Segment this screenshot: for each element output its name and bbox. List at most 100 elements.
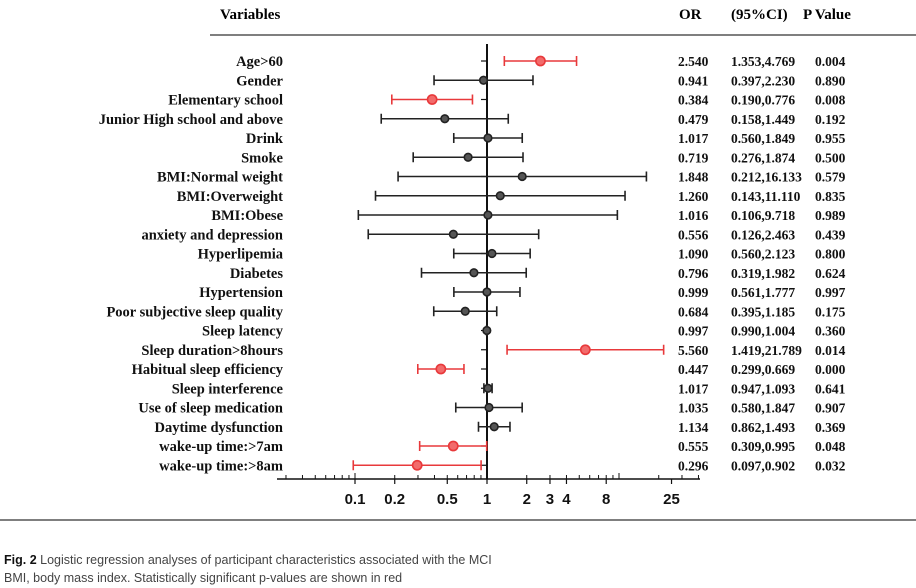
or-value: 5.560 <box>678 343 709 358</box>
ci-value: 0.299,0.669 <box>731 362 795 377</box>
or-value: 1.134 <box>678 420 709 435</box>
p-value: 0.008 <box>815 93 846 108</box>
variable-label: Gender <box>236 73 283 89</box>
or-marker <box>535 55 546 67</box>
p-value: 0.032 <box>815 458 846 473</box>
or-value: 1.016 <box>678 208 709 223</box>
ci-value: 0.947,1.093 <box>731 381 795 396</box>
or-value: 0.684 <box>678 304 709 319</box>
p-value: 0.048 <box>815 439 846 454</box>
ci-value: 0.158,1.449 <box>731 112 795 127</box>
or-value: 0.556 <box>678 227 709 242</box>
p-value: 0.369 <box>815 420 846 435</box>
variable-label: Sleep latency <box>202 324 284 340</box>
or-marker <box>448 229 458 239</box>
ci-value: 0.560,1.849 <box>731 131 795 146</box>
or-marker <box>484 402 494 413</box>
or-value: 0.796 <box>678 266 709 281</box>
ci-value: 0.106,9.718 <box>731 208 795 223</box>
or-value: 2.540 <box>678 54 709 69</box>
x-tick-label: 0.2 <box>384 491 405 508</box>
or-marker <box>495 191 505 201</box>
x-tick-label: 1 <box>483 491 491 508</box>
ci-value: 1.419,21.789 <box>731 343 802 358</box>
variable-label: Elementary school <box>168 93 283 109</box>
ci-value: 0.395,1.185 <box>731 304 795 319</box>
variable-label: wake-up time:>7am <box>159 439 283 455</box>
header-or: OR <box>679 7 702 23</box>
ci-value: 0.580,1.847 <box>731 401 795 416</box>
or-value: 0.719 <box>678 150 709 165</box>
variable-label: BMI:Obese <box>211 208 283 224</box>
ci-value: 0.560,2.123 <box>731 247 795 262</box>
header-ci: (95%CI) <box>731 7 788 23</box>
ci-value: 0.212,16.133 <box>731 170 802 185</box>
ci-value: 0.190,0.776 <box>731 93 795 108</box>
or-marker <box>435 363 447 375</box>
variable-label: Use of sleep medication <box>138 401 283 417</box>
or-value: 0.999 <box>678 285 709 300</box>
or-value: 0.447 <box>678 362 709 377</box>
ci-value: 1.353,4.769 <box>731 54 795 69</box>
or-marker <box>411 459 423 471</box>
p-value: 0.890 <box>815 73 846 88</box>
p-value: 0.997 <box>815 285 846 300</box>
p-value: 0.989 <box>815 208 846 223</box>
or-value: 1.260 <box>678 189 709 204</box>
p-value: 0.955 <box>815 131 846 146</box>
ci-value: 0.319,1.982 <box>731 266 795 281</box>
figure-title: Logistic regression analyses of particip… <box>40 553 492 567</box>
ci-value: 0.276,1.874 <box>731 150 795 165</box>
p-value: 0.835 <box>815 189 846 204</box>
or-marker <box>487 248 497 259</box>
variable-label: BMI:Normal weight <box>157 170 283 186</box>
variable-label: Smoke <box>241 150 283 166</box>
or-value: 1.035 <box>678 401 709 416</box>
x-tick-label: 3 <box>546 491 554 508</box>
or-marker <box>517 171 527 182</box>
ci-value: 0.397,2.230 <box>731 73 795 88</box>
variable-label: Habitual sleep efficiency <box>132 362 284 378</box>
or-marker <box>482 325 492 336</box>
or-marker <box>447 440 459 452</box>
x-tick-label: 0.5 <box>437 491 458 508</box>
ci-value: 0.126,2.463 <box>731 227 795 242</box>
x-tick-label: 0.1 <box>345 491 366 508</box>
figure-caption: Fig. 2 Logistic regression analyses of p… <box>4 553 904 567</box>
or-marker <box>489 422 499 432</box>
p-value: 0.192 <box>815 112 846 127</box>
or-value: 0.384 <box>678 93 709 108</box>
or-value: 0.479 <box>678 112 709 127</box>
ci-value: 0.097,0.902 <box>731 458 795 473</box>
or-marker <box>460 306 470 316</box>
p-value: 0.579 <box>815 170 846 185</box>
p-value: 0.014 <box>815 343 846 358</box>
p-value: 0.624 <box>815 266 846 281</box>
or-value: 1.848 <box>678 170 709 185</box>
or-value: 1.090 <box>678 247 709 262</box>
figure-note: BMI, body mass index. Statistically sign… <box>4 571 403 585</box>
p-value: 0.360 <box>815 324 846 339</box>
or-marker <box>483 383 493 393</box>
p-value: 0.004 <box>815 54 846 69</box>
ci-value: 0.990,1.004 <box>731 324 795 339</box>
p-value: 0.907 <box>815 401 846 416</box>
or-value: 0.555 <box>678 439 709 454</box>
p-value: 0.439 <box>815 227 846 242</box>
x-tick-label: 4 <box>562 491 571 508</box>
figure-label: Fig. 2 <box>4 553 37 567</box>
variable-label: Daytime dysfunction <box>155 420 284 436</box>
variable-label: Junior High school and above <box>99 112 284 128</box>
or-marker <box>482 287 492 297</box>
x-tick-label: 2 <box>523 491 531 508</box>
header-p-value: P Value <box>803 7 851 23</box>
ci-value: 0.309,0.995 <box>731 439 795 454</box>
variable-label: Sleep interference <box>172 381 284 397</box>
x-tick-label: 8 <box>602 491 610 508</box>
or-value: 1.017 <box>678 381 709 396</box>
forest-plot: Variables OR (95%CI) P Value 0.1 0.2 0.5 1 2… <box>0 7 916 521</box>
variable-label: Age>60 <box>236 54 283 70</box>
ci-value: 0.561,1.777 <box>731 285 795 300</box>
or-marker <box>483 210 493 220</box>
or-marker <box>478 75 489 85</box>
